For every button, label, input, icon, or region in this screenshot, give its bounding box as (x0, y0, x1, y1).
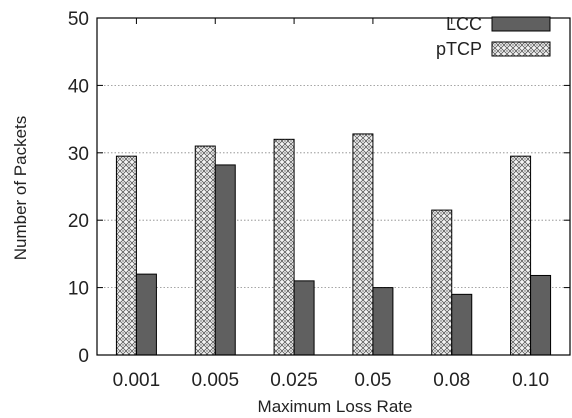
gridlines (97, 85, 570, 289)
x-axis-label: Maximum Loss Rate (258, 397, 413, 416)
x-tick-label: 0.001 (113, 370, 161, 391)
bar-lcc (293, 280, 315, 356)
bar-lcc (214, 164, 236, 356)
x-tick-label: 0.08 (433, 370, 470, 391)
bar-ptcp (510, 155, 532, 356)
y-tick-label: 10 (68, 279, 89, 300)
x-tick-label: 0.005 (191, 370, 239, 391)
x-tick-label: 0.025 (270, 370, 318, 391)
legend: LCC pTCP (436, 14, 551, 59)
bar-ptcp (115, 155, 137, 356)
bar-lcc (530, 274, 552, 356)
y-tick-label: 40 (68, 76, 89, 97)
bars (115, 133, 552, 356)
legend-label-ptcp: pTCP (436, 39, 482, 59)
bar-ptcp (352, 133, 374, 356)
bar-ptcp (273, 138, 295, 356)
y-tick-label: 50 (68, 9, 89, 30)
legend-swatch-ptcp (491, 41, 551, 57)
plot-frame (96, 17, 571, 356)
bar-lcc (372, 287, 394, 356)
y-axis-label: Number of Packets (11, 116, 30, 261)
bar-ptcp (431, 209, 453, 356)
x-axis-ticks: 0.001 0.005 0.025 0.05 0.08 0.10 (113, 18, 549, 391)
bar-lcc (451, 293, 473, 356)
y-tick-label: 30 (68, 144, 89, 165)
legend-label-lcc: LCC (446, 14, 482, 34)
y-tick-label: 20 (68, 211, 89, 232)
bar-lcc (135, 273, 157, 356)
x-tick-label: 0.10 (512, 370, 549, 391)
y-tick-label: 0 (78, 346, 89, 367)
legend-swatch-lcc (491, 16, 551, 32)
x-tick-label: 0.05 (354, 370, 391, 391)
bar-ptcp (194, 145, 216, 356)
y-axis-ticks: 0 10 20 30 40 50 (68, 9, 570, 367)
